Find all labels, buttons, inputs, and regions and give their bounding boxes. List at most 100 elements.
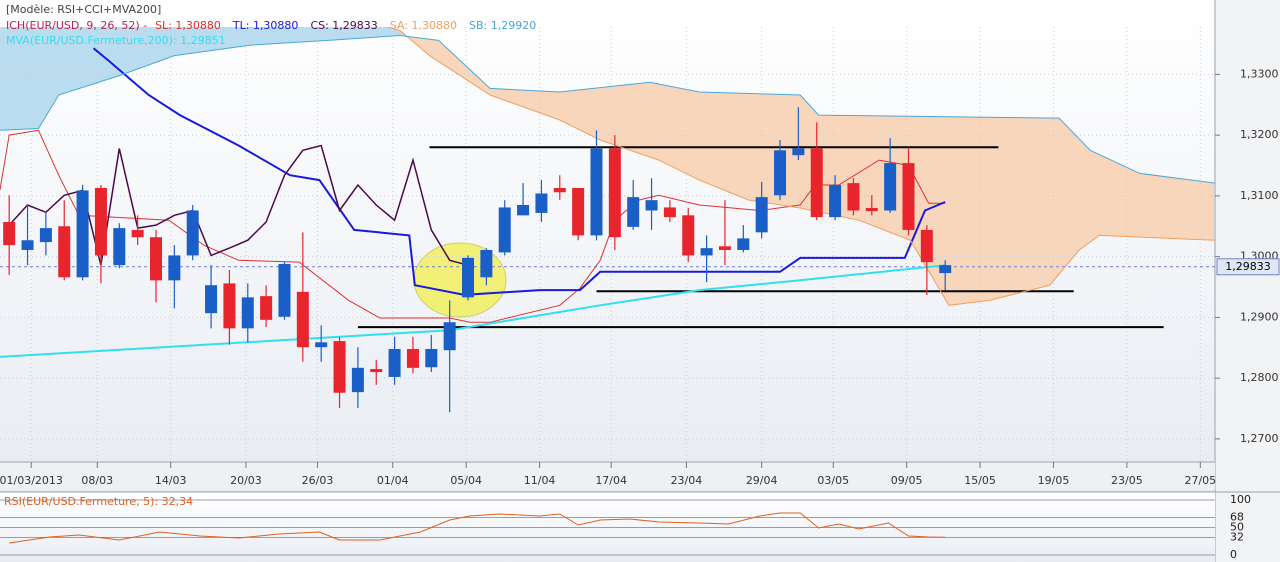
candle-body xyxy=(186,210,199,256)
candle-body xyxy=(370,369,383,373)
axes-layer: 01/03/2013 08/03 14/03 20/03 26/03 01/04 05/04… xyxy=(0,67,1280,487)
rsi-tick-label: 32 xyxy=(1230,530,1244,543)
candle-body xyxy=(39,228,52,243)
candle-body xyxy=(920,229,933,263)
rsi-tick-label: 100 xyxy=(1230,493,1251,506)
candle-body xyxy=(315,342,328,348)
x-tick-label: 17/04 xyxy=(595,474,627,487)
candle-body xyxy=(884,163,897,211)
indicator-line xyxy=(92,47,946,296)
candle-body xyxy=(590,148,603,236)
x-tick-label: 20/03 xyxy=(230,474,262,487)
candle-body xyxy=(388,348,401,377)
candle-body xyxy=(682,215,695,256)
candle-body xyxy=(700,248,713,256)
grid-layer xyxy=(0,27,1215,462)
rsi-background xyxy=(0,492,1215,562)
candle-body xyxy=(58,226,71,278)
candle-body xyxy=(535,193,548,213)
candle-body xyxy=(737,238,750,250)
candle-body xyxy=(517,205,530,216)
indicator-line xyxy=(0,34,1215,184)
candle-body xyxy=(939,265,952,274)
cloud-fill xyxy=(0,27,406,131)
x-tick-label: 09/05 xyxy=(891,474,923,487)
main-layer xyxy=(0,27,1215,413)
candle-body xyxy=(810,148,823,218)
y-tick-label: 1,3200 xyxy=(1240,128,1279,141)
y-tick-label: 1,3100 xyxy=(1240,189,1279,202)
x-tick-label: 29/04 xyxy=(746,474,778,487)
candle-body xyxy=(278,263,291,317)
x-tick-label: 11/04 xyxy=(524,474,556,487)
candle-body xyxy=(131,229,144,238)
x-tick-label: 15/05 xyxy=(964,474,996,487)
x-tick-label: 19/05 xyxy=(1038,474,1070,487)
candle-body xyxy=(755,197,768,233)
candle-body xyxy=(480,249,493,278)
cloud-layer xyxy=(0,27,1214,306)
candle-body xyxy=(663,207,676,218)
legend-entry: MVA(EUR/USD.Fermeture,200): 1,29851 xyxy=(6,34,226,47)
legend-entry: CS: 1,29833 xyxy=(310,19,377,32)
last-price-label: 1,29833 xyxy=(1225,260,1271,273)
x-axis-panel xyxy=(0,462,1215,490)
candle-body xyxy=(296,291,309,348)
y-tick-label: 1,2800 xyxy=(1240,371,1279,384)
indicator-line xyxy=(0,264,946,358)
candle-body xyxy=(847,183,860,211)
candle-body xyxy=(443,322,456,351)
candle-body xyxy=(498,207,511,253)
candle-body xyxy=(865,208,878,212)
candle-body xyxy=(774,150,787,196)
candle-body xyxy=(829,184,842,218)
legend-entry: TL: 1,30880 xyxy=(232,19,299,32)
candle-body xyxy=(260,296,273,320)
rsi-tick-label: 68 xyxy=(1230,511,1244,524)
candle-body xyxy=(645,200,658,211)
candle-body xyxy=(223,283,236,329)
candle-body xyxy=(351,367,364,393)
candle-body xyxy=(150,237,163,281)
candle-body xyxy=(21,240,34,250)
candle-body xyxy=(406,348,419,368)
legend-entry: SA: 1,30880 xyxy=(390,19,457,32)
indicator-line xyxy=(0,129,946,323)
candle-body xyxy=(608,148,621,238)
candle-body xyxy=(113,228,126,266)
rsi-tick-label: 0 xyxy=(1230,548,1237,561)
candle-body xyxy=(76,190,89,278)
candle-body xyxy=(205,285,218,314)
candle-body xyxy=(462,257,475,298)
x-tick-label: 14/03 xyxy=(155,474,187,487)
x-tick-label: 05/04 xyxy=(450,474,482,487)
candle-body xyxy=(3,222,16,246)
x-tick-label: 01/03/2013 xyxy=(0,474,63,487)
candle-body xyxy=(94,187,107,256)
y-tick-label: 1,3300 xyxy=(1240,67,1279,80)
candle-body xyxy=(792,148,805,156)
indicator-line xyxy=(386,27,1215,306)
x-tick-label: 03/05 xyxy=(817,474,849,487)
last-price-box xyxy=(1216,258,1280,276)
indicator-label: ICH(EUR/USD, 9, 26, 52) - xyxy=(6,19,147,32)
x-tick-label: 26/03 xyxy=(302,474,334,487)
candle-body xyxy=(572,187,585,236)
rsi-line xyxy=(9,512,946,544)
chart-title: [Modèle: RSI+CCI+MVA200] xyxy=(6,3,161,16)
x-tick-label: 23/04 xyxy=(671,474,703,487)
y-tick-label: 1,2700 xyxy=(1240,432,1279,445)
legend-entry: SL: 1,30880 xyxy=(155,19,221,32)
candle-body xyxy=(333,341,346,393)
candle-body xyxy=(168,255,181,281)
x-tick-label: 08/03 xyxy=(81,474,113,487)
candle-body xyxy=(627,197,640,227)
candle-body xyxy=(553,187,566,193)
candle-body xyxy=(241,297,254,329)
x-tick-label: 23/05 xyxy=(1111,474,1143,487)
candle-body xyxy=(718,246,731,250)
rsi-tick-label: 50 xyxy=(1230,521,1244,534)
